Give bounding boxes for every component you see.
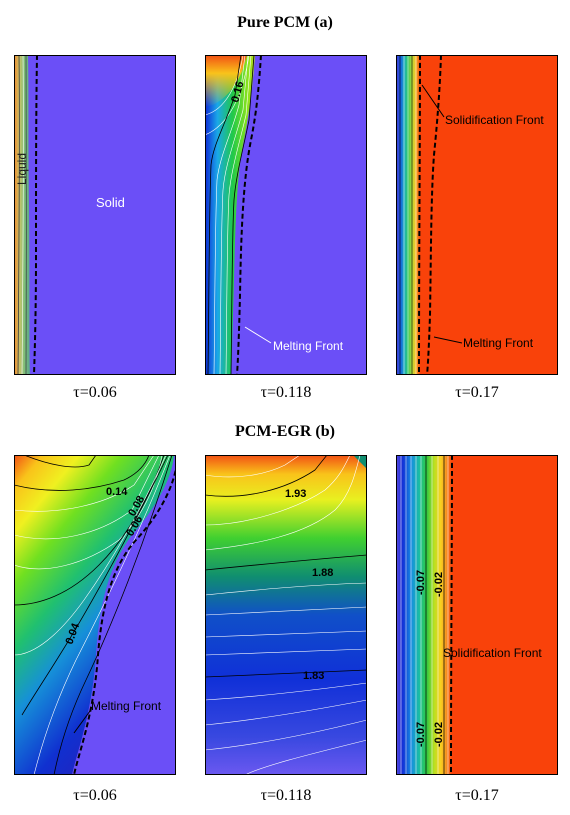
solidification-front-label: Solidification Front <box>443 646 542 660</box>
melting-front-line <box>73 463 176 775</box>
liquid-region <box>14 455 174 775</box>
tau-label-a2: τ=0.118 <box>260 384 312 401</box>
panel-b2: 1.93 1.88 1.83 <box>205 455 367 775</box>
tau-label-b2: τ=0.118 <box>260 787 312 804</box>
melting-front-label: Melting Front <box>273 339 344 353</box>
tau-label-b3: τ=0.17 <box>455 787 499 804</box>
solid-label: Solid <box>96 195 125 210</box>
panel-b3: -0.07 -0.02 -0.07 -0.02 Solidification F… <box>396 455 558 775</box>
melting-front-line <box>426 55 442 375</box>
liquid-label: Liquid <box>15 153 29 185</box>
panel-a2: 0.16 Melting Front <box>205 55 367 375</box>
solidification-front-line <box>450 455 453 775</box>
contour-label-a2: 0.16 <box>229 80 246 104</box>
solidification-front-line <box>418 55 421 375</box>
tau-label-b1: τ=0.06 <box>73 787 117 804</box>
liquid-region <box>14 55 30 375</box>
panel-a1: Liquid Solid <box>14 55 176 375</box>
hot-region <box>396 55 558 375</box>
panel-a3: Solidification Front Melting Front <box>396 55 558 375</box>
melting-front-label: Melting Front <box>463 336 534 350</box>
melting-front-label: Melting Front <box>91 699 162 713</box>
melting-front-line <box>236 55 262 375</box>
contour-label-b2-0: 1.93 <box>285 488 306 500</box>
panel-b1: 0.14 0.08 0.06 0.04 Melting Front <box>14 455 176 775</box>
contour-label-b1-0: 0.14 <box>106 486 128 498</box>
contour-label-b3-3: -0.02 <box>433 722 445 747</box>
contour-label-b3-0: -0.07 <box>415 570 427 595</box>
melting-front-line <box>33 55 38 375</box>
solidification-front-label: Solidification Front <box>445 113 544 127</box>
contour-label-b2-1: 1.88 <box>312 567 333 579</box>
solid-region <box>14 55 176 375</box>
contour-label-b2-2: 1.83 <box>303 670 324 682</box>
tau-label-a3: τ=0.17 <box>455 384 499 401</box>
liquid-region <box>205 55 255 375</box>
contour-label-b3-2: -0.07 <box>415 722 427 747</box>
row-b-title: PCM-EGR (b) <box>235 423 335 440</box>
tau-label-a1: τ=0.06 <box>73 384 117 401</box>
row-a-title: Pure PCM (a) <box>237 14 333 31</box>
melt-region <box>205 455 367 775</box>
contour-label-b3-1: -0.02 <box>433 572 445 597</box>
